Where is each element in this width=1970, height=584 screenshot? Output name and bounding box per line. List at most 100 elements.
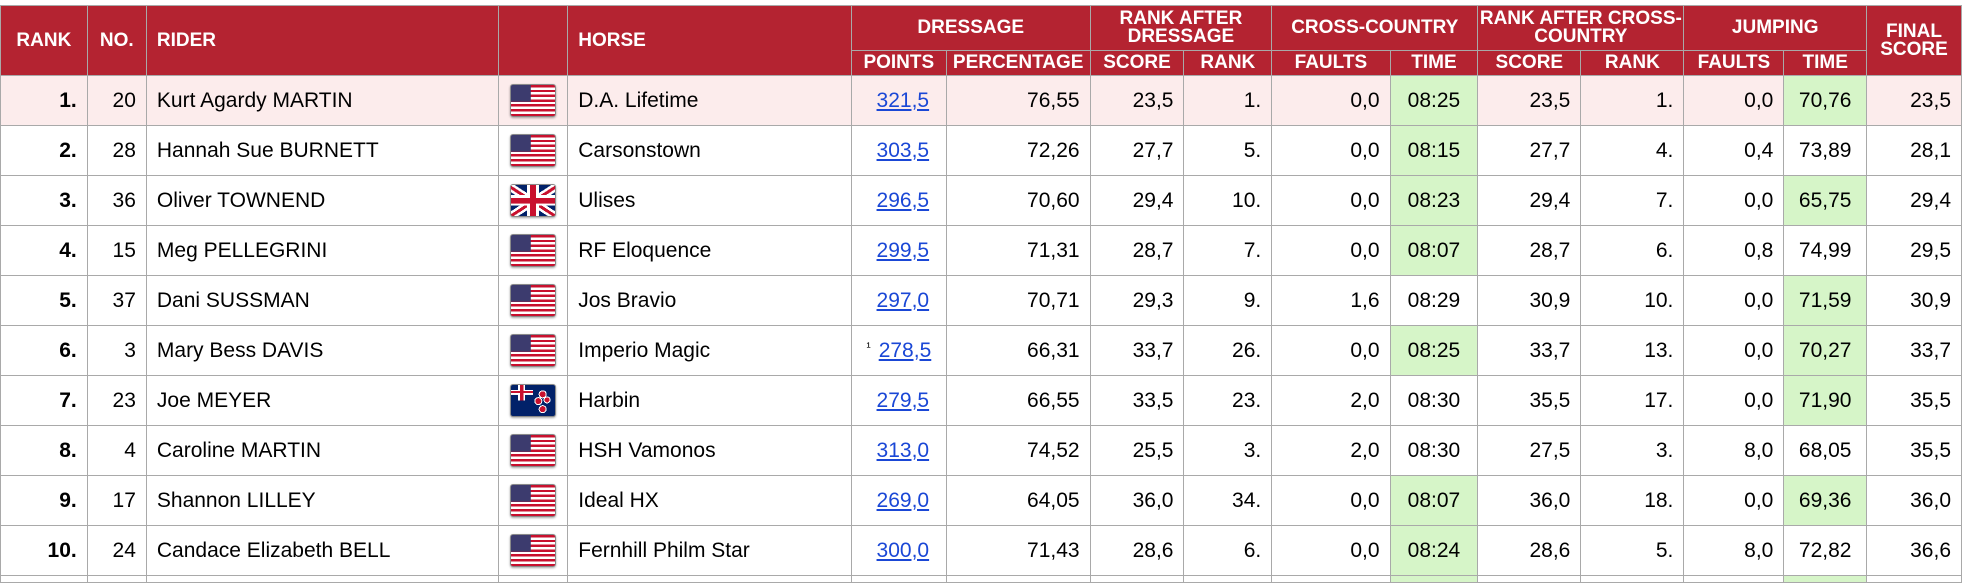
xc-faults-cell: 0,0	[1271, 175, 1391, 226]
horse-name-cell: HSH Vamonos	[567, 425, 852, 476]
final-score-cell: 29,5	[1866, 225, 1962, 276]
header-racc-score: SCORE	[1477, 50, 1582, 76]
rank-cell: 6.	[0, 325, 88, 376]
rank-cell: 5.	[0, 275, 88, 326]
table-row: 4. 15 Meg PELLEGRINI RF Eloquence 299,5 …	[0, 225, 1962, 276]
dressage-points-cell: 313,0	[850, 425, 947, 476]
partial-cell	[86, 575, 147, 583]
partial-cell	[1477, 575, 1582, 583]
dressage-percentage-cell: 66,55	[945, 375, 1091, 426]
dressage-points-link[interactable]: 321,5	[876, 88, 930, 112]
racc-rank-cell: 17.	[1580, 375, 1685, 426]
us-flag-icon	[510, 84, 557, 117]
dressage-percentage-cell: 66,31	[945, 325, 1091, 376]
header-no: NO.	[86, 5, 147, 76]
header-rad-score: SCORE	[1089, 50, 1185, 76]
flag-cell	[497, 375, 569, 426]
jumping-faults-cell: 0,4	[1683, 125, 1785, 176]
dressage-points-link[interactable]: 313,0	[876, 438, 930, 462]
horse-name-cell: Ideal HX	[567, 475, 852, 526]
table-row: 5. 37 Dani SUSSMAN Jos Bravio 297,0 70,7…	[0, 275, 1962, 326]
header-rad-rank: RANK	[1183, 50, 1273, 76]
us-flag-icon	[510, 234, 557, 267]
racc-score-cell: 23,5	[1477, 75, 1582, 126]
jumping-faults-cell: 8,0	[1683, 525, 1785, 576]
table-row: 3. 36 Oliver TOWNEND Ulises 296,5 70,60 …	[0, 175, 1962, 226]
start-number-cell: 36	[86, 175, 147, 226]
xc-faults-cell: 2,0	[1271, 425, 1391, 476]
dressage-points-link[interactable]: 269,0	[876, 488, 930, 512]
header-rank-after-dressage: RANK AFTER DRESSAGE	[1089, 5, 1273, 51]
racc-score-cell: 29,4	[1477, 175, 1582, 226]
flag-cell	[497, 75, 569, 126]
table-row: 10. 24 Candace Elizabeth BELL Fernhill P…	[0, 525, 1962, 576]
racc-rank-cell: 18.	[1580, 475, 1685, 526]
racc-rank-cell: 6.	[1580, 225, 1685, 276]
header-rank: RANK	[0, 5, 88, 76]
dressage-points-link[interactable]: 303,5	[876, 138, 930, 162]
rank-cell: 1.	[0, 75, 88, 126]
jumping-time-cell: 72,82	[1783, 525, 1868, 576]
rad-rank-cell: 26.	[1183, 325, 1273, 376]
us-flag-icon	[510, 334, 557, 367]
racc-score-cell: 36,0	[1477, 475, 1582, 526]
partial-cell	[567, 575, 852, 583]
xc-faults-cell: 0,0	[1271, 125, 1391, 176]
note-marker: ¹	[866, 338, 871, 354]
partial-cell	[1580, 575, 1685, 583]
dressage-points-link[interactable]: 278,5	[878, 338, 932, 362]
gb-flag-icon	[510, 184, 557, 217]
jumping-time-cell: 73,89	[1783, 125, 1868, 176]
header-jumping: JUMPING	[1683, 5, 1868, 51]
rider-name-cell: Candace Elizabeth BELL	[145, 525, 499, 576]
racc-rank-cell: 7.	[1580, 175, 1685, 226]
rider-name-cell: Joe MEYER	[145, 375, 499, 426]
racc-score-cell: 33,7	[1477, 325, 1582, 376]
partial-cell	[1089, 575, 1185, 583]
jumping-faults-cell: 0,0	[1683, 325, 1785, 376]
rad-rank-cell: 9.	[1183, 275, 1273, 326]
dressage-points-cell: 297,0	[850, 275, 947, 326]
dressage-points-cell: 296,5	[850, 175, 947, 226]
us-flag-icon	[510, 434, 557, 467]
racc-score-cell: 28,7	[1477, 225, 1582, 276]
dressage-points-link[interactable]: 279,5	[876, 388, 930, 412]
dressage-percentage-cell: 71,43	[945, 525, 1091, 576]
rad-rank-cell: 34.	[1183, 475, 1273, 526]
horse-name-cell: Imperio Magic	[567, 325, 852, 376]
rad-score-cell: 33,7	[1089, 325, 1185, 376]
xc-time-cell: 08:07	[1389, 475, 1479, 526]
results-table: RANK NO. RIDER HORSE DRESSAGE RANK AFTER…	[0, 5, 1962, 583]
dressage-points-link[interactable]: 296,5	[876, 188, 930, 212]
table-header: RANK NO. RIDER HORSE DRESSAGE RANK AFTER…	[0, 5, 1962, 76]
horse-name-cell: Harbin	[567, 375, 852, 426]
flag-cell	[497, 125, 569, 176]
dressage-percentage-cell: 72,26	[945, 125, 1091, 176]
horse-name-cell: Jos Bravio	[567, 275, 852, 326]
start-number-cell: 20	[86, 75, 147, 126]
us-flag-icon	[510, 484, 557, 517]
rider-name-cell: Hannah Sue BURNETT	[145, 125, 499, 176]
rank-cell: 3.	[0, 175, 88, 226]
header-horse: HORSE	[567, 5, 852, 76]
rad-score-cell: 29,3	[1089, 275, 1185, 326]
start-number-cell: 24	[86, 525, 147, 576]
rad-score-cell: 28,7	[1089, 225, 1185, 276]
header-jumping-faults: FAULTS	[1683, 50, 1785, 76]
flag-cell	[497, 325, 569, 376]
dressage-points-link[interactable]: 300,0	[876, 538, 930, 562]
rad-score-cell: 23,5	[1089, 75, 1185, 126]
header-rank-after-dressage-label: RANK AFTER DRESSAGE	[1119, 8, 1243, 47]
flag-cell	[497, 225, 569, 276]
header-dressage-percentage: PERCENTAGE	[945, 50, 1091, 76]
start-number-cell: 28	[86, 125, 147, 176]
dressage-points-link[interactable]: 299,5	[876, 238, 930, 262]
rad-rank-cell: 1.	[1183, 75, 1273, 126]
jumping-faults-cell: 0,0	[1683, 375, 1785, 426]
dressage-percentage-cell: 64,05	[945, 475, 1091, 526]
dressage-points-cell: 269,0	[850, 475, 947, 526]
dressage-points-link[interactable]: 297,0	[876, 288, 930, 312]
header-rank-after-cross-country-label: RANK AFTER CROSS-COUNTRY	[1479, 8, 1682, 47]
partial-cell	[850, 575, 947, 583]
racc-rank-cell: 3.	[1580, 425, 1685, 476]
